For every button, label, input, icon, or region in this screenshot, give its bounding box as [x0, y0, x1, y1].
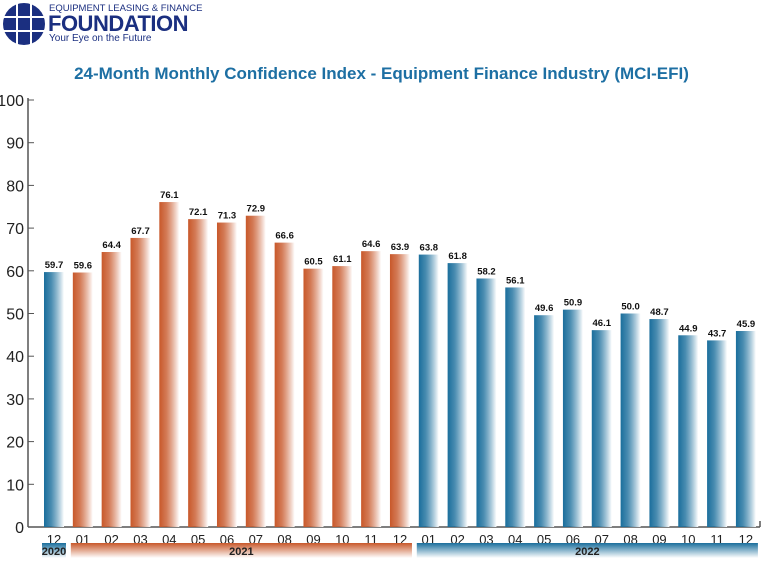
y-tick-label: 100 [0, 93, 24, 110]
bar [707, 340, 728, 527]
y-tick-label: 40 [6, 349, 24, 366]
bar-value-label: 44.9 [679, 323, 698, 334]
bar [101, 252, 122, 527]
year-label: 2022 [575, 546, 599, 558]
bar [649, 319, 670, 527]
bar [735, 331, 756, 527]
bar-value-label: 61.1 [333, 254, 352, 265]
bar-value-label: 56.1 [506, 275, 525, 286]
bar-value-label: 48.7 [650, 307, 669, 318]
year-label: 2020 [42, 546, 66, 558]
bar-value-label: 50.9 [564, 298, 583, 309]
bar-value-label: 50.0 [621, 302, 640, 313]
bar [303, 268, 324, 527]
bar-value-label: 72.1 [189, 207, 208, 218]
year-band [416, 543, 758, 558]
bar [534, 315, 555, 527]
bar [159, 202, 180, 528]
bar-value-label: 64.4 [102, 240, 121, 251]
bar [245, 215, 266, 528]
bar [216, 222, 237, 527]
bar [44, 272, 64, 527]
bar [389, 254, 410, 527]
bar-value-label: 43.7 [708, 328, 727, 339]
y-tick-label: 60 [6, 264, 24, 281]
bar [505, 287, 526, 527]
bar-value-label: 66.6 [275, 231, 294, 242]
bar-value-label: 76.1 [160, 190, 179, 201]
bar-value-label: 67.7 [131, 226, 150, 237]
bar-value-label: 45.9 [737, 319, 756, 330]
bar-value-label: 63.9 [391, 242, 410, 253]
globe-logo-icon [3, 3, 45, 45]
foundation-logo: EQUIPMENT LEASING & FINANCE FOUNDATION Y… [2, 2, 262, 48]
logo-line3: Your Eye on the Future [49, 33, 152, 44]
bar [591, 330, 612, 527]
year-band [42, 543, 66, 558]
bar [620, 313, 641, 527]
bar [476, 278, 497, 527]
y-tick-label: 50 [6, 307, 24, 324]
chart-title: 24-Month Monthly Confidence Index - Equi… [74, 64, 689, 83]
bar-value-label: 46.1 [593, 318, 612, 329]
bar [678, 335, 699, 527]
bar-value-label: 72.9 [247, 204, 266, 215]
bar-value-label: 64.6 [362, 239, 381, 250]
y-tick-label: 80 [6, 178, 24, 195]
bar-value-label: 61.8 [448, 251, 467, 262]
y-tick-label: 20 [6, 435, 24, 452]
bar [418, 254, 439, 527]
bar-value-label: 58.2 [477, 266, 496, 277]
bar-value-label: 59.7 [45, 260, 64, 271]
year-band [70, 543, 412, 558]
y-tick-label: 0 [15, 520, 24, 537]
y-tick-label: 30 [6, 392, 24, 409]
logo-line1: EQUIPMENT LEASING & FINANCE [49, 3, 203, 14]
bar [188, 219, 209, 527]
bar [562, 309, 583, 527]
bar-value-label: 60.5 [304, 257, 323, 268]
year-label: 2021 [229, 546, 253, 558]
y-tick-label: 10 [6, 477, 24, 494]
bar-value-label: 63.8 [420, 243, 439, 254]
bar [332, 266, 353, 527]
logo-line2: FOUNDATION [48, 11, 189, 36]
bar [72, 272, 93, 527]
bar [447, 263, 468, 527]
bar-value-label: 49.6 [535, 303, 554, 314]
bar [361, 251, 382, 527]
bar [274, 242, 295, 528]
y-tick-label: 90 [6, 136, 24, 153]
bar-value-label: 71.3 [218, 211, 237, 222]
y-tick-label: 70 [6, 221, 24, 238]
bar-value-label: 59.6 [74, 261, 93, 272]
bar [130, 237, 151, 527]
